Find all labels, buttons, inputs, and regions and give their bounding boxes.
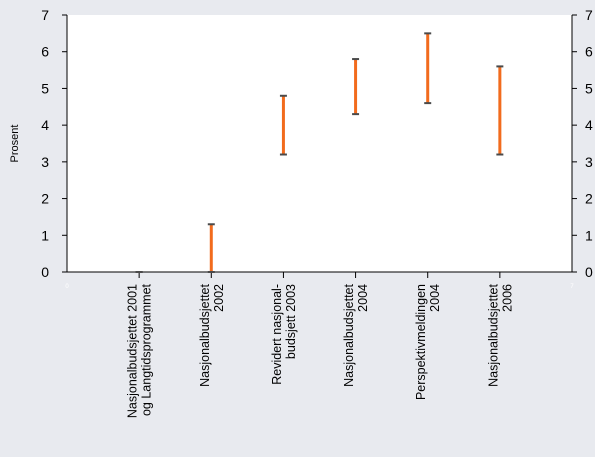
category-label-line: 2004: [356, 284, 370, 312]
category-label: Nasjonalbudsjettet 2004: [342, 283, 370, 386]
category-label: Nasjonalbudsjettet 2002: [198, 283, 226, 386]
category-label: Revidert nasjonal-budsjett 2003: [270, 284, 298, 385]
category-label-line: Nasjonalbudsjettet: [198, 283, 212, 386]
y-axis-label: Prosent: [9, 125, 21, 163]
category-label-line: 2004: [428, 284, 442, 312]
category-label-line: Nasjonalbudsjettet: [342, 283, 356, 386]
category-label-line: Perspektivmeldingen: [414, 284, 428, 400]
left-y-tick-label: 4: [41, 117, 49, 133]
right-y-tick-label: 1: [585, 227, 593, 243]
right-y-tick-label: 6: [585, 44, 593, 60]
right-y-tick-label: 7: [585, 7, 593, 23]
category-label-line: Nasjonalbudsjettet 2001: [126, 284, 140, 418]
range-marks: [135, 32, 504, 273]
left-y-tick-label: 2: [41, 191, 49, 207]
category-label-line: og Langtidsprogrammet: [140, 283, 154, 416]
axes: [62, 14, 577, 278]
right-y-tick-label: 3: [585, 154, 593, 170]
category-label: Nasjonalbudsjettet 2006: [486, 283, 514, 386]
category-label: Perspektivmeldingen 2004: [414, 284, 442, 400]
category-label-line: 2006: [500, 284, 514, 312]
category-label-line: Revidert nasjonal-: [270, 284, 284, 385]
plot-area: [67, 15, 572, 272]
tick-labels: 0 0 1 1 2 2 3 3 4 4 5 5 6 6 7 7 0 7 Nasjonalbudsjettet 200…: [9, 7, 593, 418]
left-y-tick-label: 3: [41, 154, 49, 170]
x-edge-label-right: 7: [570, 284, 574, 290]
left-y-tick-label: 1: [41, 227, 49, 243]
left-y-tick-label: 0: [41, 264, 49, 280]
right-y-tick-label: 0: [585, 264, 593, 280]
right-y-tick-label: 5: [585, 80, 593, 96]
left-y-tick-label: 5: [41, 80, 49, 96]
category-label-line: budsjett 2003: [284, 284, 298, 359]
right-y-tick-label: 2: [585, 191, 593, 207]
category-label-line: 2002: [212, 284, 226, 312]
right-y-tick-label: 4: [585, 117, 593, 133]
left-y-tick-label: 7: [41, 7, 49, 23]
category-label-line: Nasjonalbudsjettet: [486, 283, 500, 386]
x-edge-label-left: 0: [65, 284, 69, 290]
left-y-tick-label: 6: [41, 44, 49, 60]
category-label: Nasjonalbudsjettet 2001 og Langtidsprogra…: [126, 283, 154, 418]
